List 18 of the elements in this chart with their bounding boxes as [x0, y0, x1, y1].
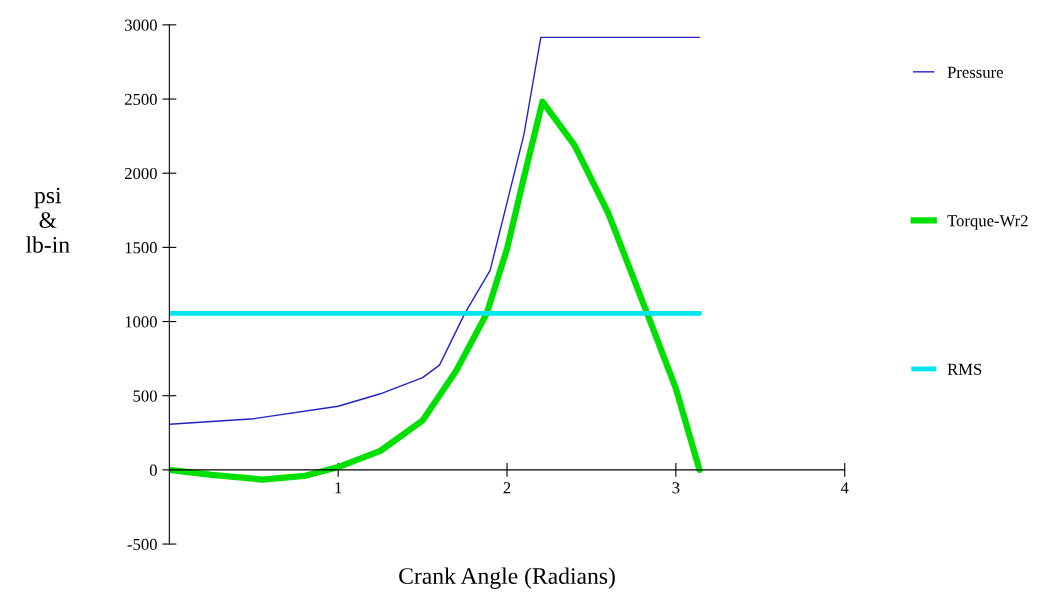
x-tick-label: 3: [672, 482, 680, 494]
y-tick-label: 1500: [125, 242, 157, 254]
x-tick-label: 1: [335, 482, 342, 494]
y-tick-label: 0: [149, 464, 157, 476]
y-tick-label: 2500: [124, 93, 157, 105]
x-tick-label: 4: [840, 482, 849, 494]
y-tick-label: -500: [127, 538, 157, 550]
x-tick-label: 2: [503, 482, 511, 494]
y-axis-title: psi & lb-in: [25, 187, 70, 253]
y-tick-label: 2000: [124, 167, 157, 180]
legend-label: Torque-Wr2: [947, 215, 1028, 230]
legend-label: Pressure: [947, 66, 1003, 78]
line-series: [169, 36, 701, 425]
x-axis-title: Crank Angle (Radians): [399, 567, 615, 589]
y-tick-label: 3000: [125, 19, 157, 31]
y-tick-label: 500: [133, 390, 157, 402]
legend-label: RMS: [947, 363, 982, 375]
y-tick-label: 1000: [125, 316, 157, 328]
